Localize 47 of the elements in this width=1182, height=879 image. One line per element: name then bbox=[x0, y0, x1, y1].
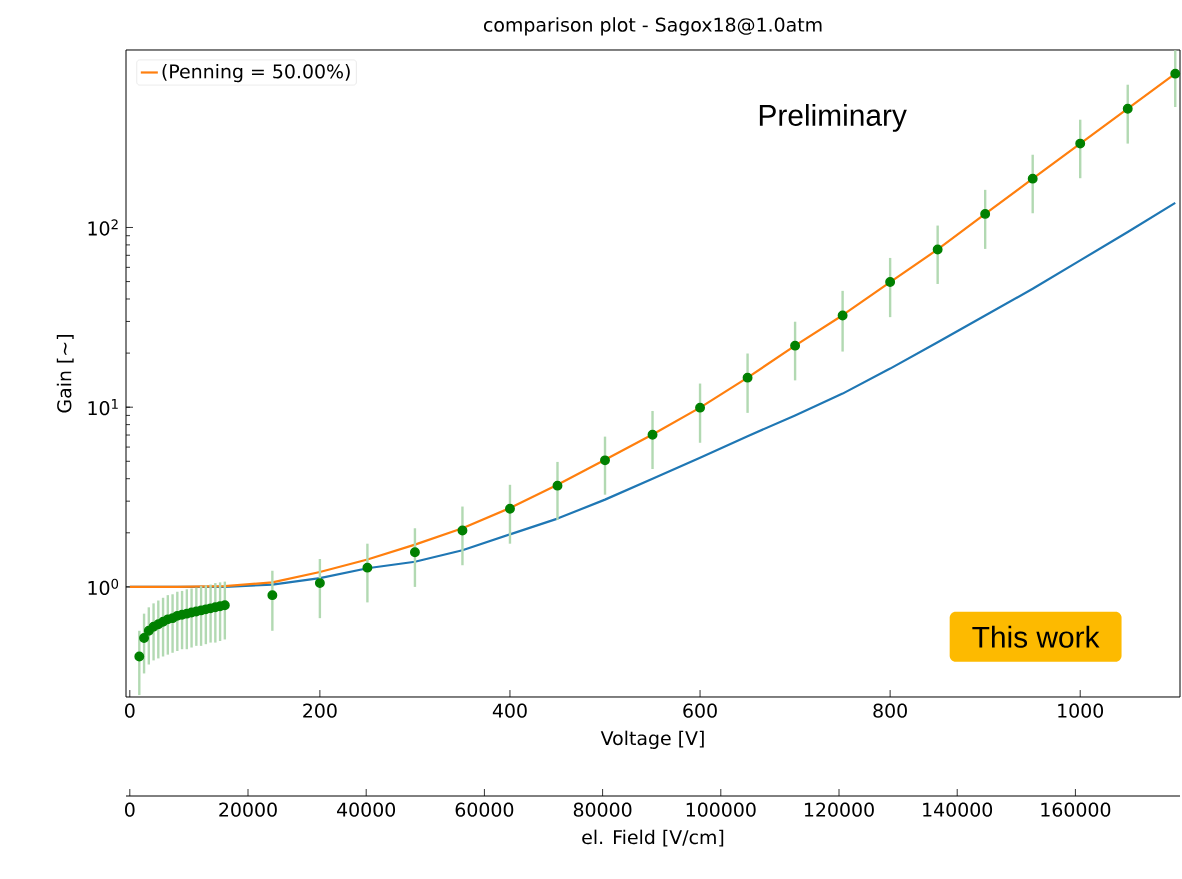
point bbox=[362, 562, 373, 573]
point bbox=[139, 633, 150, 643]
legend-label: (Penning = 50.00%) bbox=[162, 63, 350, 83]
point bbox=[647, 429, 658, 440]
x-tick-label: 200 bbox=[303, 703, 337, 718]
point bbox=[742, 372, 753, 383]
x2-tick-label: 40000 bbox=[337, 802, 396, 817]
x-tick-label: 400 bbox=[492, 703, 527, 718]
point bbox=[980, 208, 991, 219]
x2-tick-label: 100000 bbox=[686, 802, 756, 817]
x-tick-label: 800 bbox=[873, 703, 907, 718]
point bbox=[837, 310, 848, 321]
y-tick-label: 10$^{0}$ bbox=[88, 578, 119, 596]
point bbox=[134, 651, 145, 662]
point bbox=[1170, 68, 1181, 79]
x2-tick-label: 60000 bbox=[455, 802, 514, 817]
annotation: This work bbox=[972, 625, 1100, 648]
chart-title: comparison plot - Sagox18@1.0atm bbox=[484, 17, 822, 36]
y-tick-label: 10$^{1}$ bbox=[88, 399, 118, 416]
point bbox=[932, 244, 943, 255]
x2-tick-label: 120000 bbox=[804, 802, 874, 817]
point bbox=[267, 590, 278, 601]
x2-tick-label: 20000 bbox=[219, 802, 277, 817]
point bbox=[1122, 103, 1133, 114]
x2-axis-title: el. Field [V/cm] bbox=[582, 829, 724, 847]
point bbox=[790, 340, 801, 351]
point bbox=[409, 547, 420, 558]
x-tick-label: 1000 bbox=[1058, 703, 1104, 718]
point bbox=[457, 525, 468, 536]
x2-tick-label: 0 bbox=[125, 802, 135, 817]
x-tick-label: 0 bbox=[125, 703, 135, 718]
x2-tick-label: 140000 bbox=[923, 802, 993, 817]
y-axis-title: Gain [~] bbox=[56, 335, 74, 413]
point bbox=[505, 503, 515, 514]
point bbox=[695, 402, 705, 413]
x2-tick-label: 80000 bbox=[573, 802, 632, 817]
point bbox=[885, 277, 896, 287]
point bbox=[1075, 138, 1086, 149]
x-axis-title: Voltage [V] bbox=[600, 730, 704, 749]
annotation: Preliminary bbox=[759, 104, 907, 132]
x-tick-label: 600 bbox=[683, 703, 717, 718]
point bbox=[600, 455, 610, 466]
point bbox=[314, 578, 325, 589]
y-tick-label: 10$^{2}$ bbox=[88, 219, 118, 236]
point bbox=[1027, 173, 1038, 184]
x2-tick-label: 160000 bbox=[1041, 802, 1111, 817]
point bbox=[552, 480, 563, 491]
